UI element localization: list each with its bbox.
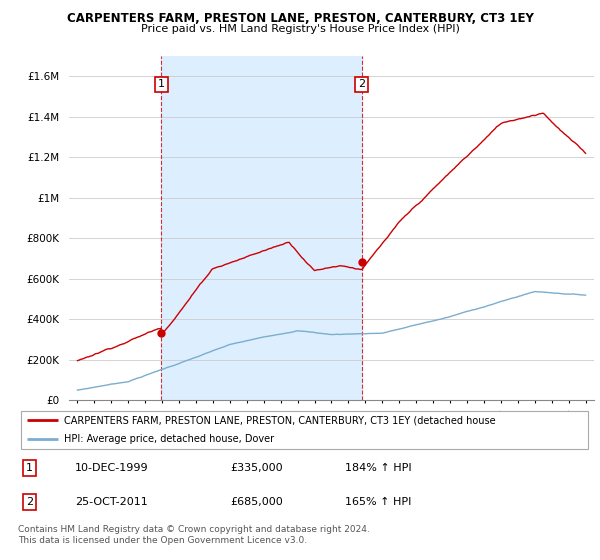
Text: Contains HM Land Registry data © Crown copyright and database right 2024.
This d: Contains HM Land Registry data © Crown c… [18,525,370,545]
Text: 1: 1 [158,80,165,90]
Text: 10-DEC-1999: 10-DEC-1999 [76,463,149,473]
Text: 1: 1 [26,463,33,473]
Text: 2: 2 [358,80,365,90]
Text: 25-OCT-2011: 25-OCT-2011 [76,497,148,507]
Text: £335,000: £335,000 [230,463,283,473]
Text: 2: 2 [26,497,33,507]
Text: CARPENTERS FARM, PRESTON LANE, PRESTON, CANTERBURY, CT3 1EY (detached house: CARPENTERS FARM, PRESTON LANE, PRESTON, … [64,415,496,425]
Text: CARPENTERS FARM, PRESTON LANE, PRESTON, CANTERBURY, CT3 1EY: CARPENTERS FARM, PRESTON LANE, PRESTON, … [67,12,533,25]
Bar [161,56,362,400]
Text: 165% ↑ HPI: 165% ↑ HPI [344,497,411,507]
FancyBboxPatch shape [21,411,588,449]
Text: 184% ↑ HPI: 184% ↑ HPI [344,463,411,473]
Text: £685,000: £685,000 [230,497,283,507]
Text: HPI: Average price, detached house, Dover: HPI: Average price, detached house, Dove… [64,435,274,445]
Text: Price paid vs. HM Land Registry's House Price Index (HPI): Price paid vs. HM Land Registry's House … [140,24,460,34]
